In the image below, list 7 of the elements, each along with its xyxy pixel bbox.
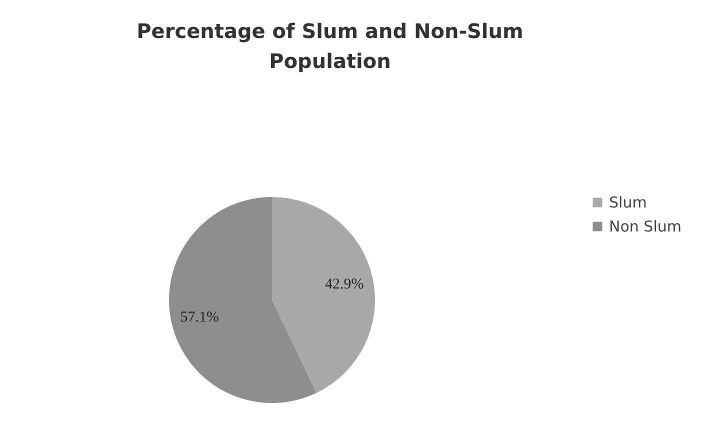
legend-label: Non Slum bbox=[609, 218, 682, 236]
data-label: 57.1% bbox=[180, 309, 220, 326]
pie-slice bbox=[169, 197, 316, 403]
legend-label: Slum bbox=[609, 194, 647, 212]
chart-title: Percentage of Slum and Non-Slum Population bbox=[136, 19, 524, 73]
data-label: 42.9% bbox=[324, 276, 364, 293]
pie-slice bbox=[272, 197, 375, 393]
